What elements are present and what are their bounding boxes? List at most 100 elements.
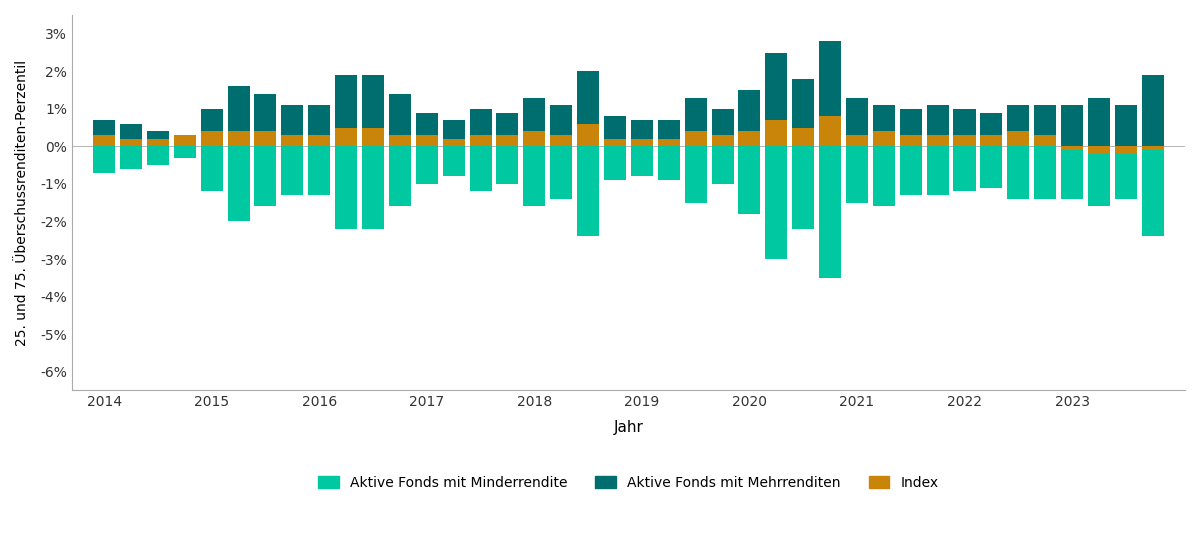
Bar — [146, 131, 169, 146]
Bar — [523, 98, 545, 146]
Bar — [872, 105, 895, 146]
Bar — [900, 135, 922, 146]
Bar — [120, 124, 142, 146]
Bar — [604, 116, 626, 146]
Bar — [523, 131, 545, 146]
Bar — [1061, 105, 1084, 146]
Bar — [766, 52, 787, 146]
Bar — [335, 128, 358, 146]
Bar — [254, 146, 276, 206]
Bar — [1115, 146, 1136, 199]
Bar — [335, 75, 358, 146]
Bar — [335, 146, 358, 229]
Bar — [980, 146, 1002, 188]
Bar — [685, 131, 707, 146]
Bar — [497, 135, 518, 146]
Bar — [415, 135, 438, 146]
Bar — [550, 146, 572, 199]
Bar — [1088, 146, 1110, 154]
Bar — [1034, 135, 1056, 146]
Bar — [415, 146, 438, 184]
Bar — [820, 146, 841, 278]
Bar — [1088, 98, 1110, 146]
Bar — [389, 146, 410, 206]
Bar — [792, 79, 815, 146]
Bar — [712, 146, 733, 184]
Bar — [738, 146, 761, 214]
Bar — [94, 135, 115, 146]
Bar — [926, 105, 949, 146]
Bar — [146, 146, 169, 165]
Bar — [900, 146, 922, 195]
Bar — [1007, 131, 1030, 146]
Bar — [120, 139, 142, 146]
Bar — [820, 116, 841, 146]
Bar — [954, 109, 976, 146]
Bar — [308, 105, 330, 146]
Bar — [846, 98, 868, 146]
Bar — [308, 146, 330, 195]
Bar — [926, 135, 949, 146]
Bar — [631, 120, 653, 146]
Bar — [792, 128, 815, 146]
Bar — [415, 113, 438, 146]
Bar — [254, 94, 276, 146]
Bar — [362, 128, 384, 146]
Bar — [766, 120, 787, 146]
Bar — [1141, 146, 1164, 150]
Bar — [228, 86, 250, 146]
Bar — [685, 146, 707, 203]
Bar — [1061, 146, 1084, 199]
Y-axis label: 25. und 75. Überschussrenditen-Perzentil: 25. und 75. Überschussrenditen-Perzentil — [16, 60, 29, 346]
Bar — [738, 131, 761, 146]
Bar — [980, 113, 1002, 146]
Bar — [900, 109, 922, 146]
Bar — [550, 105, 572, 146]
Bar — [1088, 146, 1110, 206]
Bar — [443, 146, 464, 177]
Bar — [658, 120, 679, 146]
Bar — [469, 109, 492, 146]
Bar — [658, 146, 679, 180]
Bar — [980, 135, 1002, 146]
Bar — [1061, 146, 1084, 150]
Bar — [497, 146, 518, 184]
Bar — [228, 131, 250, 146]
Bar — [872, 131, 895, 146]
Bar — [872, 146, 895, 206]
Bar — [846, 135, 868, 146]
Bar — [146, 139, 169, 146]
Bar — [820, 41, 841, 146]
Bar — [1141, 75, 1164, 146]
Bar — [926, 146, 949, 195]
Bar — [94, 120, 115, 146]
Bar — [389, 135, 410, 146]
Bar — [550, 135, 572, 146]
Bar — [174, 135, 196, 146]
Bar — [738, 90, 761, 146]
Bar — [658, 139, 679, 146]
Bar — [389, 94, 410, 146]
Bar — [712, 135, 733, 146]
Bar — [1115, 105, 1136, 146]
Legend: Aktive Fonds mit Minderrendite, Aktive Fonds mit Mehrrenditen, Index: Aktive Fonds mit Minderrendite, Aktive F… — [313, 470, 944, 496]
Bar — [954, 135, 976, 146]
Bar — [174, 135, 196, 146]
Bar — [469, 146, 492, 192]
Bar — [1115, 146, 1136, 154]
Bar — [362, 75, 384, 146]
Bar — [1007, 146, 1030, 199]
Bar — [120, 146, 142, 169]
Bar — [792, 146, 815, 229]
Bar — [443, 139, 464, 146]
Bar — [443, 120, 464, 146]
X-axis label: Jahr: Jahr — [613, 421, 643, 436]
Bar — [766, 146, 787, 259]
Bar — [281, 146, 304, 195]
Bar — [362, 146, 384, 229]
Bar — [1007, 105, 1030, 146]
Bar — [497, 113, 518, 146]
Bar — [174, 146, 196, 158]
Bar — [308, 135, 330, 146]
Bar — [846, 146, 868, 203]
